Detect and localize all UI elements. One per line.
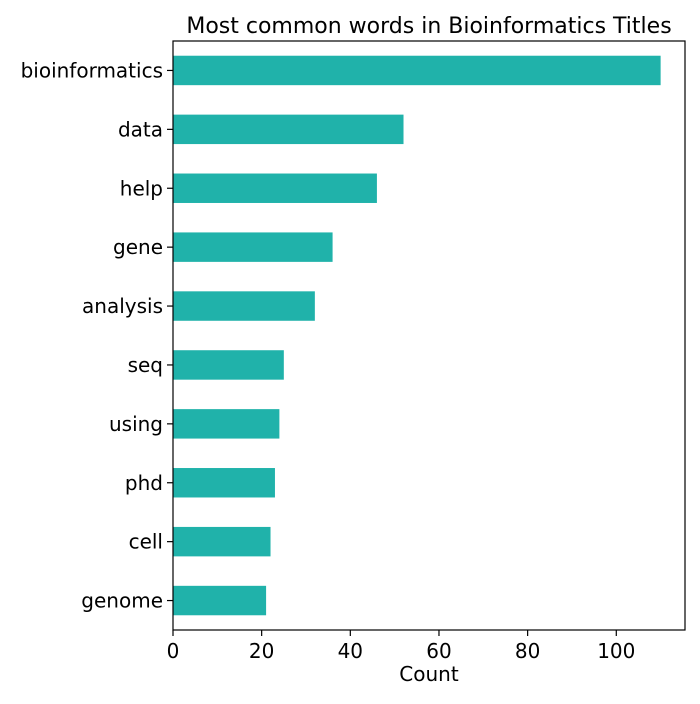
x-axis-ticks: 0 20 40 60 80 100 — [167, 630, 635, 663]
y-tick-label: phd — [125, 471, 163, 495]
bar-bioinformatics — [173, 55, 661, 86]
x-tick-label: 0 — [167, 639, 180, 663]
y-tick-label: bioinformatics — [21, 58, 163, 82]
x-tick-label: 80 — [515, 639, 540, 663]
x-tick-label: 60 — [426, 639, 451, 663]
bar-gene — [173, 232, 333, 262]
plot-frame — [172, 40, 686, 631]
y-tick-label: using — [109, 412, 163, 436]
bar-data — [173, 114, 404, 145]
bar-phd — [173, 468, 275, 498]
x-tick-label: 100 — [597, 639, 635, 663]
x-tick-label: 40 — [338, 639, 363, 663]
y-tick-label: genome — [81, 589, 163, 613]
bar-analysis — [173, 291, 315, 321]
bar-help — [173, 173, 377, 203]
bar-genome — [173, 585, 267, 616]
y-tick-label: gene — [113, 235, 163, 259]
x-axis-label: Count — [399, 662, 459, 686]
y-tick-label: cell — [129, 530, 163, 554]
x-tick-label: 20 — [249, 639, 274, 663]
bar-seq — [173, 350, 284, 380]
y-axis-ticks: bioinformatics data help gene analysis seq usi… — [21, 58, 173, 613]
bar-using — [173, 409, 280, 439]
y-tick-label: seq — [128, 353, 163, 377]
y-tick-label: help — [120, 176, 163, 200]
y-tick-label: data — [118, 117, 163, 141]
bars — [173, 55, 661, 616]
bar-cell — [173, 526, 271, 557]
chart-title: Most common words in Bioinformatics Titl… — [186, 14, 671, 39]
y-tick-label: analysis — [82, 294, 163, 318]
